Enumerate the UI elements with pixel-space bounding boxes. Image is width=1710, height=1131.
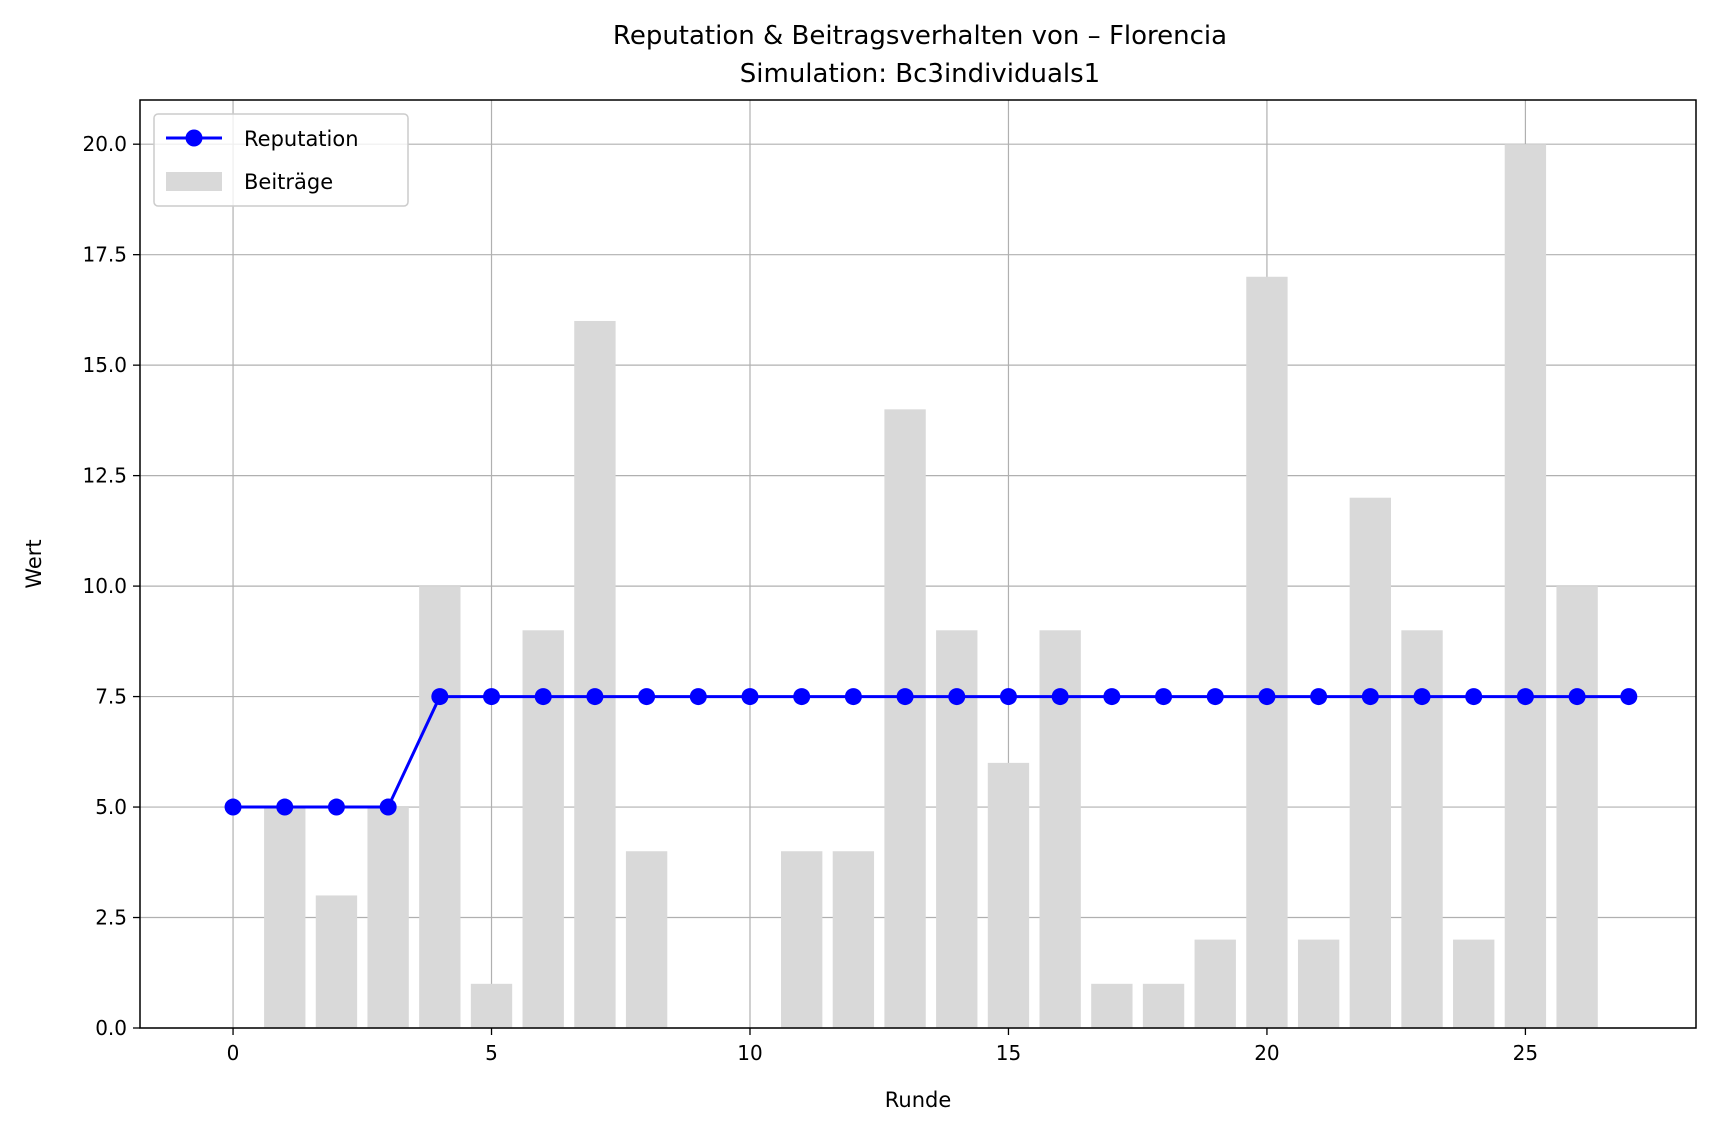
y-axis-ticks: 0.0 2.5 5.0 7.5 10.0 12.5 15.0 17.5 20.0 [82,132,140,1040]
reputation-point [1516,688,1534,706]
contribution-bar [1091,983,1133,1028]
legend-reputation-marker-icon [185,129,203,147]
contribution-bar [315,895,358,1028]
contribution-bar [1453,939,1495,1028]
contribution-bar [574,320,616,1028]
x-tick-label: 5 [485,1041,498,1065]
contribution-bar [987,762,1030,1028]
reputation-markers [224,688,1638,816]
contribution-bar [884,409,926,1028]
y-tick-label: 12.5 [82,464,127,488]
y-tick-label: 17.5 [82,243,127,267]
legend: Reputation Beiträge [153,113,409,207]
reputation-line [233,695,1629,809]
x-axis-ticks: 0 5 10 15 20 25 [227,1028,1538,1065]
y-tick-label: 20.0 [82,132,127,156]
x-tick-label: 0 [227,1041,240,1065]
contribution-bar [625,851,668,1028]
y-tick-label: 2.5 [95,906,127,930]
reputation-point [999,688,1017,706]
reputation-point [1413,688,1431,706]
reputation-point [1155,688,1173,706]
reputation-point [1206,688,1224,706]
contribution-bar [1194,939,1236,1028]
y-axis-label: Wert [22,539,46,588]
reputation-point [948,688,966,706]
reputation-point [741,688,759,706]
legend-beitraege-swatch-icon [166,172,222,191]
plot-frame [139,99,1697,1029]
x-tick-label: 15 [996,1041,1021,1065]
reputation-point [534,688,552,706]
contribution-bar [367,807,409,1028]
y-tick-label: 7.5 [95,685,127,709]
x-tick-label: 25 [1513,1041,1538,1065]
reputation-point [1568,688,1586,706]
reputation-point [793,688,811,706]
reputation-series-line [233,695,1629,809]
contribution-bar [1556,586,1598,1028]
reputation-point [483,688,501,706]
legend-reputation-label: Reputation [244,127,359,151]
reputation-point [1465,688,1483,706]
y-tick-label: 10.0 [82,574,127,598]
contribution-bar [1297,939,1340,1028]
reputation-point [1361,688,1379,706]
reputation-point [689,688,707,706]
y-tick-label: 5.0 [95,795,127,819]
y-tick-label: 0.0 [95,1016,127,1040]
reputation-point [1620,688,1638,706]
reputation-point [844,688,862,706]
reputation-point [896,688,914,706]
contribution-bar [1349,497,1392,1028]
contribution-bar [419,586,461,1028]
reputation-point [431,688,449,706]
contribution-bar [1142,983,1185,1028]
reputation-point [1051,688,1069,706]
legend-beitraege-label: Beiträge [244,170,333,194]
contribution-bar [1504,144,1547,1028]
reputation-point [1103,688,1121,706]
contribution-bar [1246,276,1288,1028]
contribution-bar [264,807,306,1028]
reputation-point [379,798,397,816]
x-tick-label: 20 [1254,1041,1279,1065]
x-tick-label: 10 [737,1041,762,1065]
reputation-point [276,798,294,816]
chart-title: Reputation & Beitragsverhalten von – Flo… [613,21,1227,51]
reputation-point [327,798,345,816]
reputation-point [1310,688,1328,706]
contribution-bars [264,144,1598,1028]
chart-subtitle: Simulation: Bc3individuals1 [740,59,1100,89]
contribution-bar [470,983,513,1028]
reputation-point [638,688,656,706]
x-axis-label: Runde [885,1088,952,1112]
contribution-bar [781,851,823,1028]
y-tick-label: 15.0 [82,353,127,377]
reputation-point [1258,688,1276,706]
contribution-bar [832,851,875,1028]
reputation-point [224,798,242,816]
reputation-point [586,688,604,706]
